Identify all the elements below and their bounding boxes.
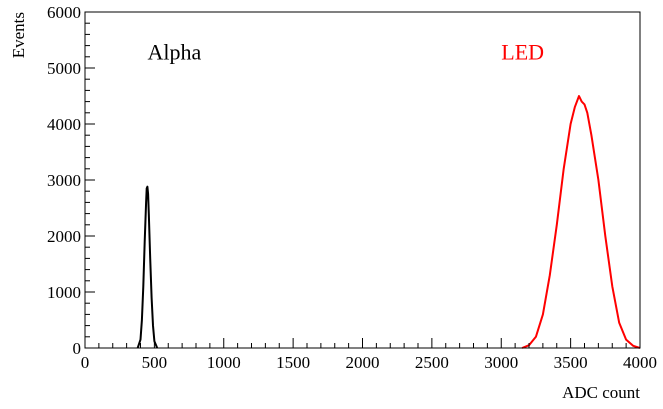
y-tick-label: 0 — [73, 339, 82, 358]
annotation-led: LED — [501, 40, 544, 65]
x-tick-label: 1000 — [207, 353, 241, 372]
x-tick-label: 500 — [142, 353, 168, 372]
y-tick-label: 3000 — [47, 171, 81, 190]
y-tick-label: 5000 — [47, 59, 81, 78]
series-led — [521, 95, 641, 349]
y-axis-label: Events — [9, 12, 28, 58]
series-alpha — [136, 185, 159, 349]
annotation-alpha: Alpha — [147, 40, 201, 65]
x-tick-label: 2000 — [346, 353, 380, 372]
x-axis-label: ADC count — [562, 383, 640, 402]
x-tick-label: 4000 — [623, 353, 657, 372]
x-tick-label: 2500 — [415, 353, 449, 372]
y-tick-label: 4000 — [47, 115, 81, 134]
y-tick-label: 2000 — [47, 227, 81, 246]
y-tick-label: 6000 — [47, 3, 81, 22]
x-tick-label: 1500 — [276, 353, 310, 372]
x-tick-label: 0 — [81, 353, 90, 372]
y-tick-label: 1000 — [47, 283, 81, 302]
x-tick-label: 3500 — [554, 353, 588, 372]
x-tick-label: 3000 — [484, 353, 518, 372]
